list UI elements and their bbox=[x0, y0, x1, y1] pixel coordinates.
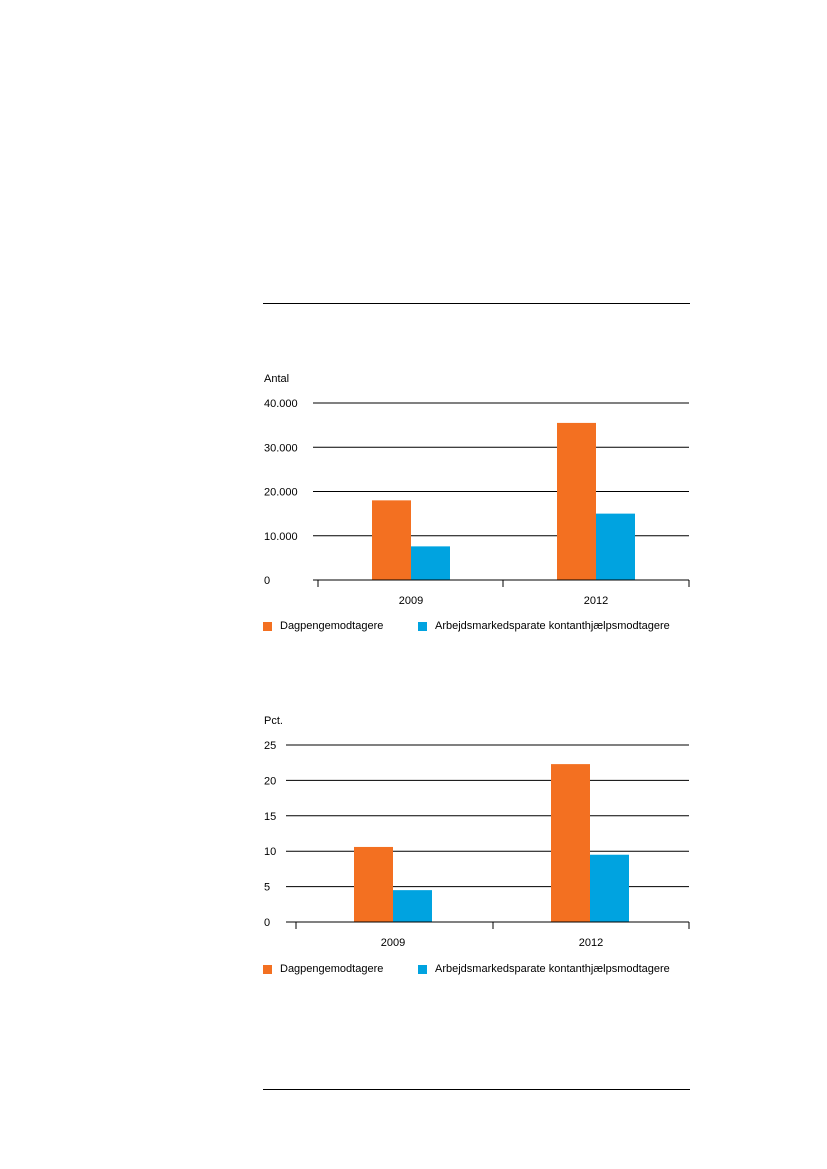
top-rule bbox=[263, 303, 690, 304]
chart-percent: Pct. 0 5 10 15 20 25 2009 2012 bbox=[264, 715, 690, 949]
y-tick-label: 15 bbox=[264, 811, 276, 823]
bottom-rule bbox=[263, 1089, 690, 1090]
y-tick-label: 40.000 bbox=[264, 398, 298, 410]
legend-label-kontanthjaelp: Arbejdsmarkedsparate kontanthjælpsmodtag… bbox=[435, 963, 670, 975]
bar-kontanthjaelp-2012 bbox=[590, 854, 629, 922]
legend-swatch-dagpenge bbox=[263, 621, 272, 631]
y-axis-label: Pct. bbox=[264, 715, 283, 727]
legend-item-dagpenge: Dagpengemodtagere bbox=[263, 963, 383, 975]
y-tick-label: 5 bbox=[264, 882, 270, 894]
y-tick-label: 10.000 bbox=[264, 531, 298, 543]
legend-label-kontanthjaelp: Arbejdsmarkedsparate kontanthjælpsmodtag… bbox=[435, 620, 670, 632]
y-tick-label: 30.000 bbox=[264, 442, 298, 454]
legend-swatch-kontanthjaelp bbox=[418, 964, 427, 974]
legend-item-kontanthjaelp: Arbejdsmarkedsparate kontanthjælpsmodtag… bbox=[418, 963, 670, 975]
legend-count: Dagpengemodtagere Arbejdsmarkedsparate k… bbox=[263, 620, 693, 636]
y-tick-label: 20.000 bbox=[264, 487, 298, 499]
legend-item-dagpenge: Dagpengemodtagere bbox=[263, 620, 383, 632]
bar-dagpenge-2012 bbox=[557, 422, 596, 580]
legend-percent: Dagpengemodtagere Arbejdsmarkedsparate k… bbox=[263, 963, 693, 979]
y-tick-label: 0 bbox=[264, 917, 270, 929]
legend-item-kontanthjaelp: Arbejdsmarkedsparate kontanthjælpsmodtag… bbox=[418, 620, 670, 632]
legend-swatch-dagpenge bbox=[263, 964, 272, 974]
y-tick-label: 25 bbox=[264, 740, 276, 752]
chart-count: Antal 0 10.000 20.000 30.000 40.000 2009 2012 bbox=[264, 373, 690, 607]
bar-dagpenge-2009 bbox=[354, 846, 393, 922]
legend-swatch-kontanthjaelp bbox=[418, 621, 427, 631]
y-axis-label: Antal bbox=[264, 373, 289, 385]
x-tick-label: 2009 bbox=[399, 595, 423, 607]
legend-label-dagpenge: Dagpengemodtagere bbox=[280, 620, 384, 632]
x-tick-label: 2012 bbox=[584, 595, 608, 607]
bar-kontanthjaelp-2009 bbox=[411, 546, 450, 580]
legend-label-dagpenge: Dagpengemodtagere bbox=[280, 963, 384, 975]
y-tick-label: 0 bbox=[264, 575, 270, 587]
bar-dagpenge-2009 bbox=[372, 500, 411, 580]
bar-dagpenge-2012 bbox=[551, 764, 590, 922]
bar-kontanthjaelp-2012 bbox=[596, 513, 635, 580]
y-tick-label: 10 bbox=[264, 846, 276, 858]
x-tick-label: 2012 bbox=[579, 937, 603, 949]
y-tick-label: 20 bbox=[264, 775, 276, 787]
bar-kontanthjaelp-2009 bbox=[393, 890, 432, 922]
x-tick-label: 2009 bbox=[381, 937, 405, 949]
